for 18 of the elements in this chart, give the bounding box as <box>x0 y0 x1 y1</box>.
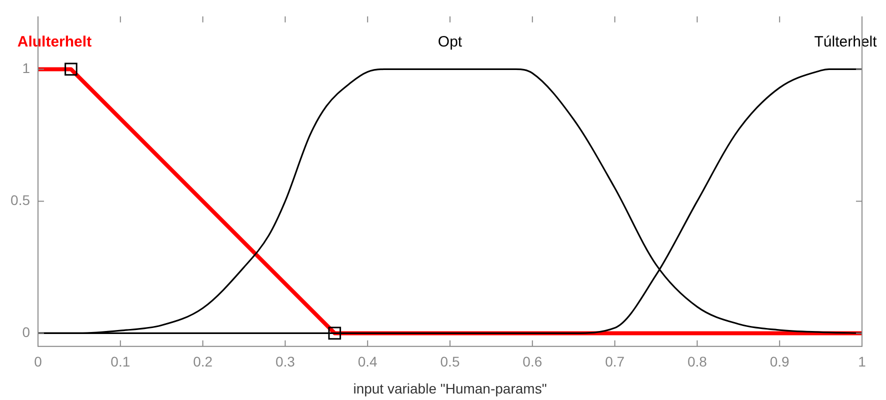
x-tick-label: 0.2 <box>193 354 213 370</box>
x-tick-label: 0.7 <box>605 354 625 370</box>
x-axis-title: input variable "Human-params" <box>353 380 547 396</box>
series-label: Alulterhelt <box>17 34 92 51</box>
y-tick-label: 0 <box>22 324 30 340</box>
x-tick-label: 0 <box>34 354 42 370</box>
x-tick-label: 0.6 <box>522 354 542 370</box>
series-label: Túlterhelt <box>814 34 878 51</box>
x-tick-label: 0.9 <box>770 354 790 370</box>
x-tick-label: 0.8 <box>687 354 708 370</box>
x-tick-label: 0.1 <box>110 354 130 370</box>
y-tick-label: 1 <box>22 60 30 76</box>
x-tick-label: 1 <box>858 354 866 370</box>
x-tick-label: 0.5 <box>440 354 460 370</box>
x-tick-label: 0.4 <box>358 354 378 370</box>
series-label: Opt <box>438 34 463 51</box>
x-tick-label: 0.3 <box>275 354 296 370</box>
y-tick-label: 0.5 <box>10 192 30 208</box>
